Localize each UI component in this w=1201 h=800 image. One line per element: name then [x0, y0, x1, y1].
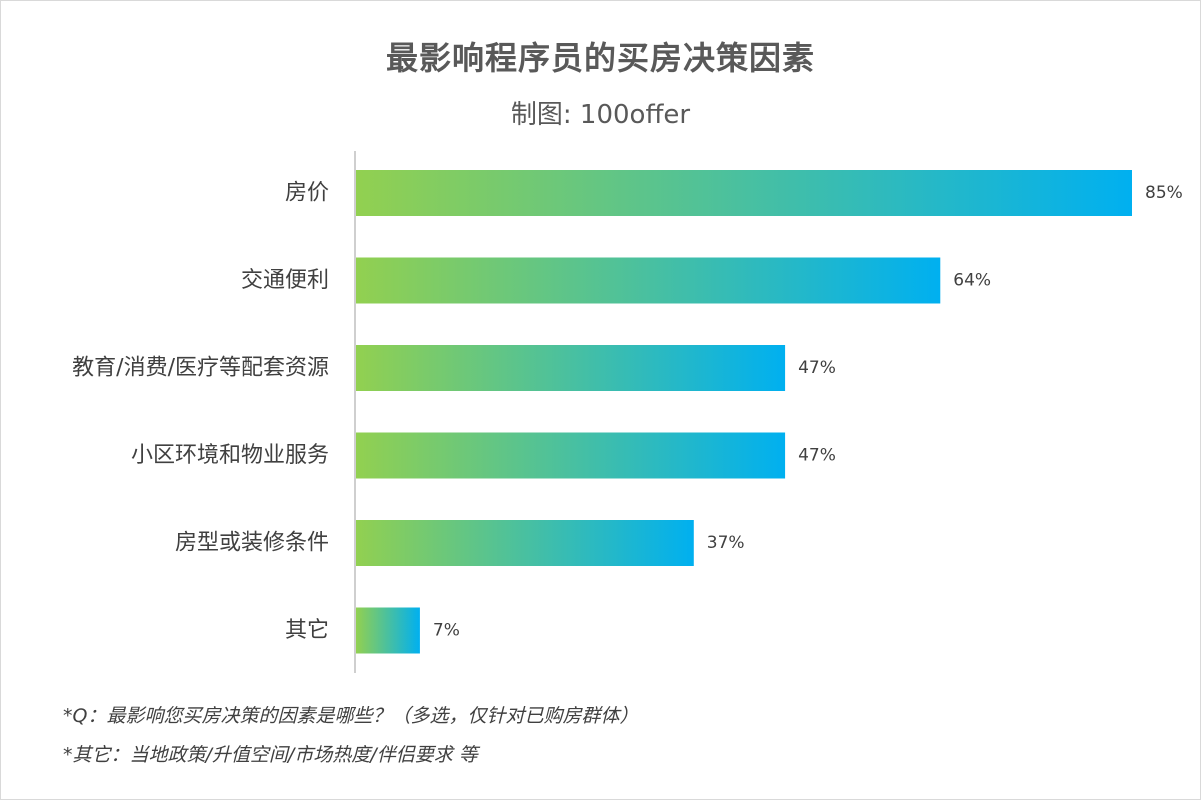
- bar-group: 其它 7%: [285, 607, 460, 654]
- category-label: 小区环境和物业服务: [131, 443, 329, 468]
- value-label: 85%: [1145, 183, 1183, 203]
- bar-group: 教育/消费/医疗等配套资源 47%: [72, 345, 836, 391]
- value-label: 64%: [953, 271, 991, 291]
- value-label: 47%: [798, 446, 836, 466]
- bar: [356, 345, 786, 391]
- footnote-other: *其它：当地政策/升值空间/市场热度/伴侣要求 等: [63, 744, 478, 766]
- bar: [356, 607, 420, 654]
- footnote-question: *Q：最影响您买房决策的因素是哪些？（多选，仅针对已购房群体）: [63, 705, 639, 727]
- bar: [356, 520, 694, 566]
- bar-group: 房价 85%: [285, 170, 1183, 216]
- bar: [356, 170, 1132, 216]
- bar-group: 小区环境和物业服务 47%: [131, 432, 836, 479]
- value-label: 7%: [433, 621, 460, 641]
- category-label: 教育/消费/医疗等配套资源: [72, 356, 329, 381]
- category-label: 其它: [285, 618, 329, 643]
- chart-title: 最影响程序员的买房决策因素: [385, 39, 815, 77]
- bar-group: 交通便利 64%: [241, 257, 991, 304]
- category-label: 房型或装修条件: [175, 531, 329, 556]
- bar-group: 房型或装修条件 37%: [175, 520, 745, 566]
- bar: [356, 432, 786, 479]
- category-label: 房价: [285, 181, 329, 206]
- category-label: 交通便利: [241, 268, 329, 293]
- bar: [356, 257, 941, 304]
- value-label: 47%: [798, 358, 836, 378]
- chart-subtitle: 制图: 100offer: [510, 100, 691, 130]
- value-label: 37%: [707, 533, 745, 553]
- bar-chart: 房价 85% 交通便利 64% 教育/消费/医疗等配套资源 47% 小区环境和物业服务 47%…: [72, 151, 1183, 673]
